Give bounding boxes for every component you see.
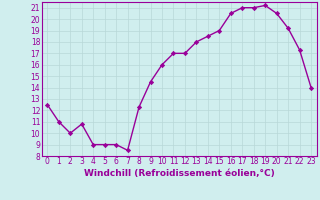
X-axis label: Windchill (Refroidissement éolien,°C): Windchill (Refroidissement éolien,°C) — [84, 169, 275, 178]
